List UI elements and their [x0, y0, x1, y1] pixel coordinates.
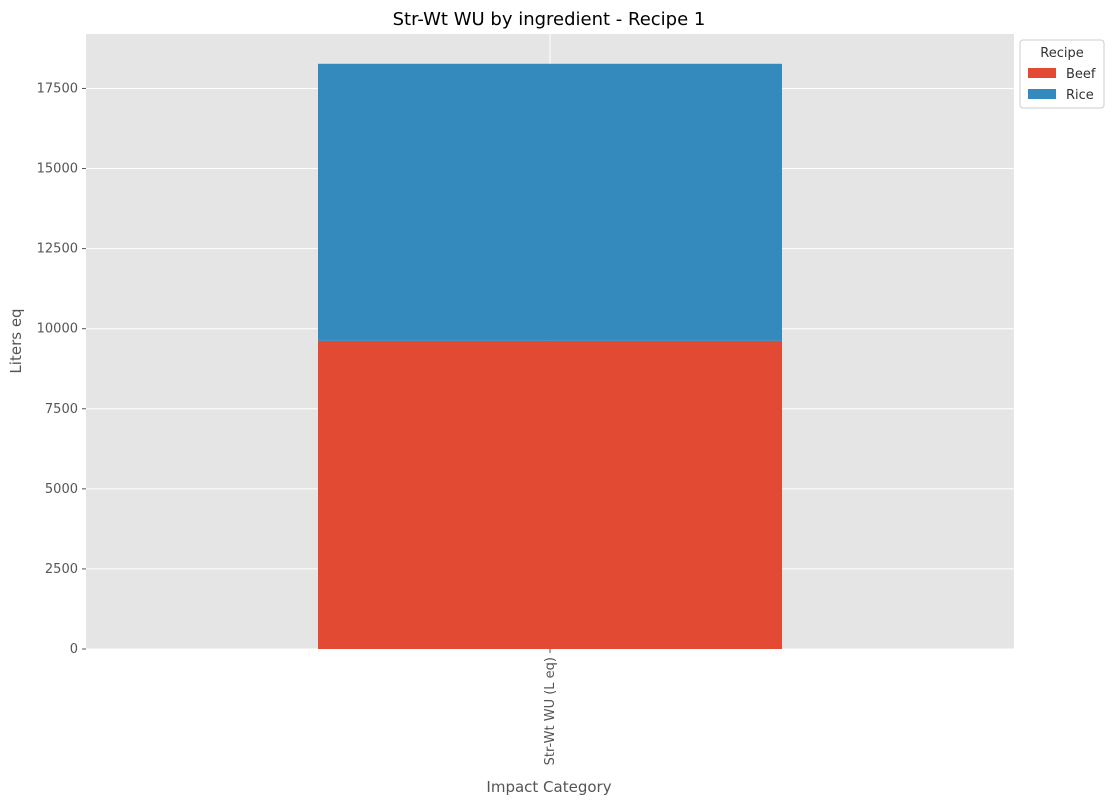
legend-label-rice: Rice [1066, 88, 1094, 103]
legend: Recipe Beef Rice [1019, 39, 1105, 109]
y-tick-label: 12500 [37, 242, 78, 257]
bar-rice [318, 63, 782, 341]
bars [318, 63, 782, 649]
y-axis: 0 2500 5000 7500 10000 12500 15000 17500 [37, 81, 86, 657]
y-tick-label: 5000 [45, 482, 78, 497]
x-tick-label: Str-Wt WU (L eq) [543, 657, 558, 765]
legend-swatch-rice [1028, 89, 1056, 99]
y-tick-label: 7500 [45, 402, 78, 417]
y-axis-label: Liters eq [7, 308, 25, 373]
x-axis-label: Impact Category [486, 778, 611, 796]
legend-title: Recipe [1040, 46, 1083, 61]
bar-beef [318, 340, 782, 649]
y-tick-label: 0 [70, 642, 78, 657]
y-tick-label: 10000 [37, 322, 78, 337]
y-tick-label: 2500 [45, 562, 78, 577]
y-tick-label: 17500 [37, 81, 78, 96]
legend-label-beef: Beef [1066, 67, 1096, 82]
legend-swatch-beef [1028, 68, 1056, 78]
chart-title: Str-Wt WU by ingredient - Recipe 1 [393, 9, 706, 30]
y-tick-label: 15000 [37, 162, 78, 177]
x-axis: Str-Wt WU (L eq) [543, 649, 558, 765]
